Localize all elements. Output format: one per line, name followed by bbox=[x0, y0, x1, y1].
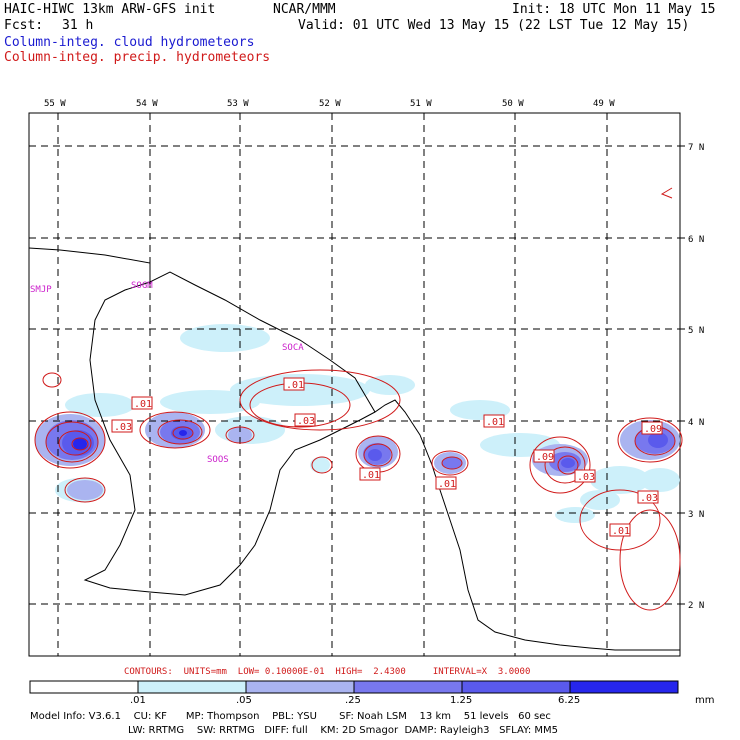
lat-ticks bbox=[680, 145, 685, 605]
contour-info: CONTOURS: UNITS=mm LOW= 0.10000E-01 HIGH… bbox=[124, 667, 531, 677]
contour-label: .03 bbox=[297, 416, 315, 427]
contour-label: .01 bbox=[438, 479, 456, 490]
lon-label: 53 W bbox=[227, 99, 249, 109]
contour-label: .03 bbox=[114, 422, 132, 433]
center-name: NCAR/MMM bbox=[273, 2, 336, 17]
model-info-line1: Model Info: V3.6.1 CU: KF MP: Thompson P… bbox=[30, 711, 551, 722]
fcst-label: Fcst: bbox=[4, 18, 44, 33]
contour-label: .01 bbox=[362, 470, 380, 481]
cloud-fill-layer bbox=[35, 324, 680, 523]
valid-time: Valid: 01 UTC Wed 13 May 15 (22 LST Tue … bbox=[298, 18, 690, 33]
lat-label: 5 N bbox=[688, 326, 704, 336]
lon-label: 51 W bbox=[410, 99, 432, 109]
lon-labels: 55 W 54 W 53 W 52 W 51 W 50 W 49 W bbox=[44, 99, 615, 109]
contour-label: .01 bbox=[486, 417, 504, 428]
field-precip-title: Column-integ. precip. hydrometeors bbox=[4, 50, 271, 65]
lon-label: 50 W bbox=[502, 99, 524, 109]
colorbar-level: 1.25 bbox=[450, 695, 473, 706]
lat-label: 6 N bbox=[688, 235, 704, 245]
colorbar-level: .01 bbox=[130, 695, 146, 706]
lat-label: 3 N bbox=[688, 510, 704, 520]
station-label-soos: SOOS bbox=[207, 455, 229, 465]
colorbar-units: mm bbox=[695, 695, 715, 706]
lon-label: 55 W bbox=[44, 99, 66, 109]
init-time: Init: 18 UTC Mon 11 May 15 bbox=[512, 2, 716, 17]
contour-label: .09 bbox=[536, 452, 554, 463]
graticule bbox=[29, 113, 680, 656]
station-label-smjp: SMJP bbox=[30, 285, 52, 295]
contour-label: .01 bbox=[286, 380, 304, 391]
station-label-soca: SOCA bbox=[282, 343, 304, 353]
precip-contours bbox=[34, 187, 683, 611]
lat-label: 2 N bbox=[688, 601, 704, 611]
lon-label: 54 W bbox=[136, 99, 158, 109]
model-info-line2: LW: RRTMG SW: RRTMG DIFF: full KM: 2D Sm… bbox=[128, 725, 558, 736]
station-label-sogm: SOGM bbox=[131, 281, 153, 291]
contour-label: .01 bbox=[612, 526, 630, 537]
field-cloud-title: Column-integ. cloud hydrometeors bbox=[4, 35, 255, 50]
colorbar-level: .25 bbox=[345, 695, 361, 706]
contour-labels: .03 .01 .01 .03 .01 .01 .09 .03 .03 .01 … bbox=[114, 380, 662, 537]
contour-label: .01 bbox=[134, 399, 152, 410]
lat-labels: 7 N 6 N 5 N 4 N 3 N 2 N bbox=[688, 143, 704, 611]
colorbar-level: 6.25 bbox=[558, 695, 581, 706]
lat-label: 7 N bbox=[688, 143, 704, 153]
colorbar bbox=[29, 680, 679, 694]
station-labels: SMJP SOGM SOCA SOOS bbox=[30, 281, 304, 465]
contour-label: .03 bbox=[640, 493, 658, 504]
model-title: HAIC-HIWC 13km ARW-GFS init bbox=[4, 2, 216, 17]
contour-label: .03 bbox=[577, 472, 595, 483]
lat-label: 4 N bbox=[688, 418, 704, 428]
fcst-value: 31 h bbox=[62, 18, 94, 33]
lon-label: 49 W bbox=[593, 99, 615, 109]
colorbar-level: .05 bbox=[236, 695, 252, 706]
coastline bbox=[28, 247, 680, 651]
contour-label: .09 bbox=[644, 424, 662, 435]
contour-label-boxes bbox=[111, 377, 663, 537]
lon-label: 52 W bbox=[319, 99, 341, 109]
